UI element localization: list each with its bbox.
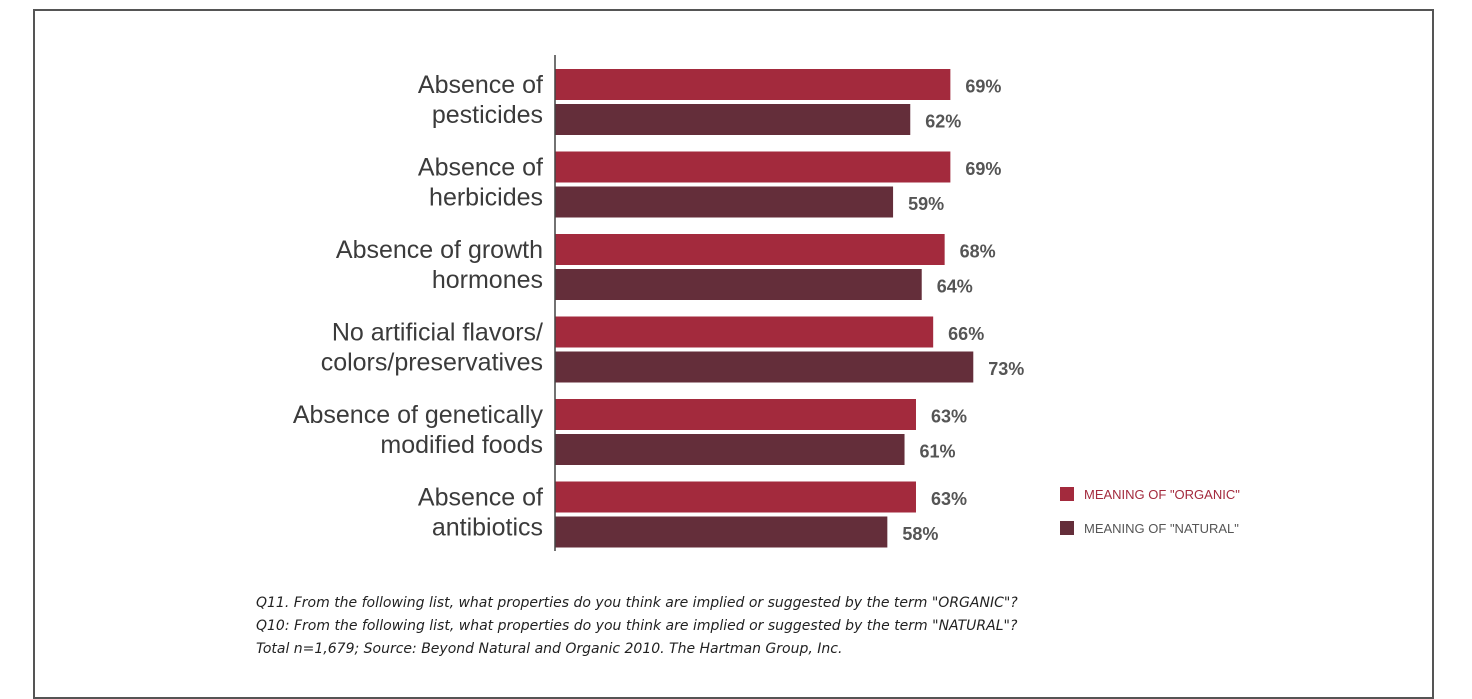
footnote-organic-question: Q11. From the following list, what prope…: [256, 595, 1018, 611]
category-label-3-line-0: No artificial flavors/: [332, 319, 543, 347]
value-label-organic-4: 63%: [931, 407, 967, 427]
bar-natural-3: [555, 351, 974, 383]
footnotes: Q11. From the following list, what prope…: [256, 592, 1018, 661]
bar-natural-0: [555, 104, 911, 135]
value-label-natural-3: 73%: [988, 359, 1024, 379]
bar-chart: 69%62%Absence ofpesticides69%59%Absence …: [293, 55, 1240, 551]
value-label-organic-3: 66%: [948, 324, 984, 344]
category-label-3-line-1: colors/preservatives: [321, 349, 543, 377]
bar-organic-0: [555, 69, 951, 100]
value-label-organic-1: 69%: [965, 159, 1001, 179]
legend: MEANING OF "ORGANIC" MEANING OF "NATURAL": [1060, 487, 1240, 536]
category-label-5-line-1: antibiotics: [432, 514, 543, 542]
bar-natural-1: [555, 186, 894, 218]
value-label-natural-4: 61%: [920, 442, 956, 462]
bar-organic-2: [555, 234, 945, 265]
category-label-4-line-0: Absence of genetically: [293, 401, 544, 429]
labels-layer: 69%62%Absence ofpesticides69%59%Absence …: [293, 71, 1024, 544]
bar-organic-5: [555, 481, 916, 513]
category-label-0-line-0: Absence of: [418, 71, 543, 99]
legend-swatch-natural: [1060, 521, 1074, 535]
legend-label-natural: MEANING OF "NATURAL": [1084, 521, 1239, 536]
value-label-natural-2: 64%: [937, 277, 973, 297]
category-label-1-line-0: Absence of: [418, 154, 543, 182]
value-label-organic-2: 68%: [960, 242, 996, 262]
category-label-5-line-0: Absence of: [418, 484, 543, 512]
bar-organic-3: [555, 316, 934, 348]
value-label-organic-5: 63%: [931, 489, 967, 509]
bar-natural-2: [555, 269, 922, 300]
category-label-4-line-1: modified foods: [380, 431, 543, 459]
category-label-2-line-1: hormones: [432, 266, 543, 294]
legend-label-organic: MEANING OF "ORGANIC": [1084, 487, 1240, 502]
bar-organic-1: [555, 151, 951, 183]
category-label-0-line-1: pesticides: [432, 101, 543, 129]
footnote-natural-question: Q10: From the following list, what prope…: [256, 618, 1018, 634]
footnote-source: Total n=1,679; Source: Beyond Natural an…: [256, 641, 843, 657]
value-label-natural-1: 59%: [908, 194, 944, 214]
category-label-2-line-0: Absence of growth: [336, 236, 543, 264]
bar-natural-4: [555, 434, 905, 465]
value-label-organic-0: 69%: [965, 77, 1001, 97]
bar-natural-5: [555, 516, 888, 548]
bars-layer: [555, 69, 974, 548]
value-label-natural-0: 62%: [925, 112, 961, 132]
bar-organic-4: [555, 399, 916, 430]
value-label-natural-5: 58%: [902, 524, 938, 544]
legend-swatch-organic: [1060, 487, 1074, 501]
category-label-1-line-1: herbicides: [429, 184, 543, 212]
